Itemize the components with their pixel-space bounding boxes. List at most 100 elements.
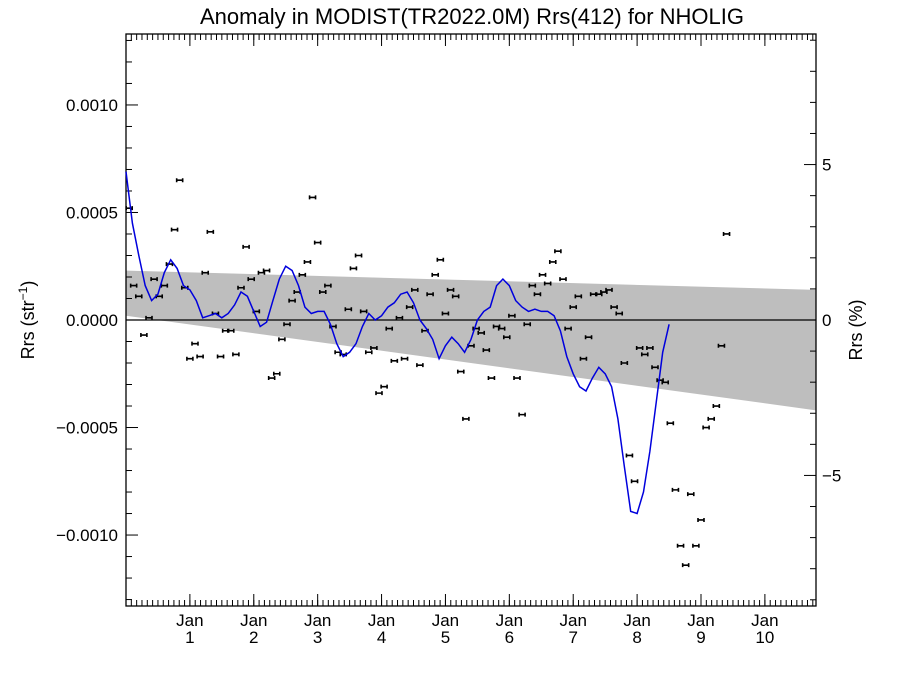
data-point-76 xyxy=(513,376,521,381)
data-point-10 xyxy=(175,178,184,183)
data-point-2 xyxy=(134,294,143,299)
data-point-27 xyxy=(262,268,271,273)
data-point-79 xyxy=(528,283,537,288)
data-point-52 xyxy=(390,358,399,363)
data-point-22 xyxy=(237,285,245,290)
data-point-98 xyxy=(625,453,634,458)
data-point-4 xyxy=(145,315,153,320)
data-point-86 xyxy=(564,326,572,331)
data-point-110 xyxy=(686,492,695,497)
x-tick-label-bottom-3: 4 xyxy=(377,628,386,647)
x-tick-label-top-3: Jan xyxy=(368,611,395,630)
data-point-55 xyxy=(405,305,414,310)
data-point-111 xyxy=(692,543,700,548)
x-tick-label-bottom-0: 1 xyxy=(185,628,194,647)
data-point-36 xyxy=(308,195,317,200)
x-tick-label-bottom-5: 6 xyxy=(505,628,514,647)
x-tick-label-bottom-6: 7 xyxy=(568,628,577,647)
data-point-84 xyxy=(554,249,562,254)
data-point-13 xyxy=(191,341,199,346)
data-point-82 xyxy=(543,281,552,286)
data-point-12 xyxy=(186,356,194,361)
data-point-100 xyxy=(635,345,644,350)
data-point-9 xyxy=(170,227,179,232)
data-point-47 xyxy=(364,350,373,355)
data-point-16 xyxy=(206,229,215,234)
y2-axis-label: Rrs (%) xyxy=(846,300,866,361)
data-point-62 xyxy=(441,311,450,316)
data-point-105 xyxy=(661,380,670,385)
data-point-89 xyxy=(579,356,588,361)
x-tick-label-bottom-1: 2 xyxy=(249,628,258,647)
x-tick-label-bottom-4: 5 xyxy=(441,628,450,647)
data-point-103 xyxy=(651,365,659,370)
data-point-99 xyxy=(630,479,639,484)
x-tick-label-top-8: Jan xyxy=(687,611,714,630)
data-point-18 xyxy=(216,354,225,359)
data-point-5 xyxy=(150,277,158,282)
data-point-90 xyxy=(584,335,593,340)
data-point-37 xyxy=(313,240,322,245)
data-point-73 xyxy=(497,326,506,331)
data-point-94 xyxy=(605,287,613,292)
data-point-93 xyxy=(600,290,608,295)
data-point-72 xyxy=(492,324,501,329)
chart-title: Anomaly in MODIST(TR2022.0M) Rrs(412) fo… xyxy=(200,4,744,29)
data-point-54 xyxy=(400,356,409,361)
data-point-102 xyxy=(646,345,654,350)
data-point-43 xyxy=(344,307,353,312)
data-point-70 xyxy=(482,348,491,353)
data-point-65 xyxy=(456,369,465,374)
data-point-87 xyxy=(569,305,578,310)
y2-tick-label-0: 5 xyxy=(822,156,831,175)
y2-tick-label-2: −5 xyxy=(822,466,841,485)
y-tick-label-1: 0.0005 xyxy=(66,203,118,222)
data-point-80 xyxy=(533,292,542,297)
data-point-14 xyxy=(196,354,204,359)
data-point-78 xyxy=(523,322,532,327)
data-point-57 xyxy=(416,363,424,368)
y2-tick-label-1: 0 xyxy=(822,311,831,330)
data-point-75 xyxy=(508,313,516,318)
data-point-92 xyxy=(594,292,603,297)
data-point-117 xyxy=(722,231,731,236)
data-point-46 xyxy=(359,309,368,314)
data-point-64 xyxy=(451,294,460,299)
x-tick-label-bottom-9: 10 xyxy=(755,628,774,647)
x-tick-label-top-9: Jan xyxy=(751,611,778,630)
data-point-51 xyxy=(385,326,394,331)
data-point-30 xyxy=(278,337,286,342)
y-axis-label: Rrs (str−1) xyxy=(16,281,38,360)
data-point-38 xyxy=(318,290,327,295)
x-tick-label-bottom-8: 9 xyxy=(696,628,705,647)
data-point-63 xyxy=(446,287,455,292)
y-axis-label-sup: −1 xyxy=(16,286,30,300)
x-tick-label-top-6: Jan xyxy=(560,611,587,630)
data-point-107 xyxy=(671,487,680,492)
data-point-115 xyxy=(712,404,721,409)
data-point-60 xyxy=(431,272,440,277)
data-point-24 xyxy=(247,277,256,282)
data-point-59 xyxy=(426,292,434,297)
plot-area: 0.00100.00050.0000−0.0005−0.001050−5Jan1… xyxy=(56,33,841,647)
data-point-96 xyxy=(615,311,624,316)
data-point-20 xyxy=(226,328,235,333)
data-point-34 xyxy=(298,272,307,277)
data-point-71 xyxy=(487,376,496,381)
data-point-114 xyxy=(707,416,716,421)
data-point-1 xyxy=(129,283,138,288)
data-point-45 xyxy=(354,253,363,258)
data-point-88 xyxy=(574,294,583,299)
y-tick-label-0: 0.0010 xyxy=(66,96,118,115)
data-point-31 xyxy=(283,322,291,327)
data-point-95 xyxy=(610,305,618,310)
data-point-26 xyxy=(257,270,266,275)
data-point-56 xyxy=(410,287,419,292)
data-point-113 xyxy=(702,425,710,430)
data-point-116 xyxy=(717,343,726,348)
data-point-49 xyxy=(375,391,383,396)
data-point-28 xyxy=(267,376,276,381)
x-tick-label-top-4: Jan xyxy=(432,611,459,630)
